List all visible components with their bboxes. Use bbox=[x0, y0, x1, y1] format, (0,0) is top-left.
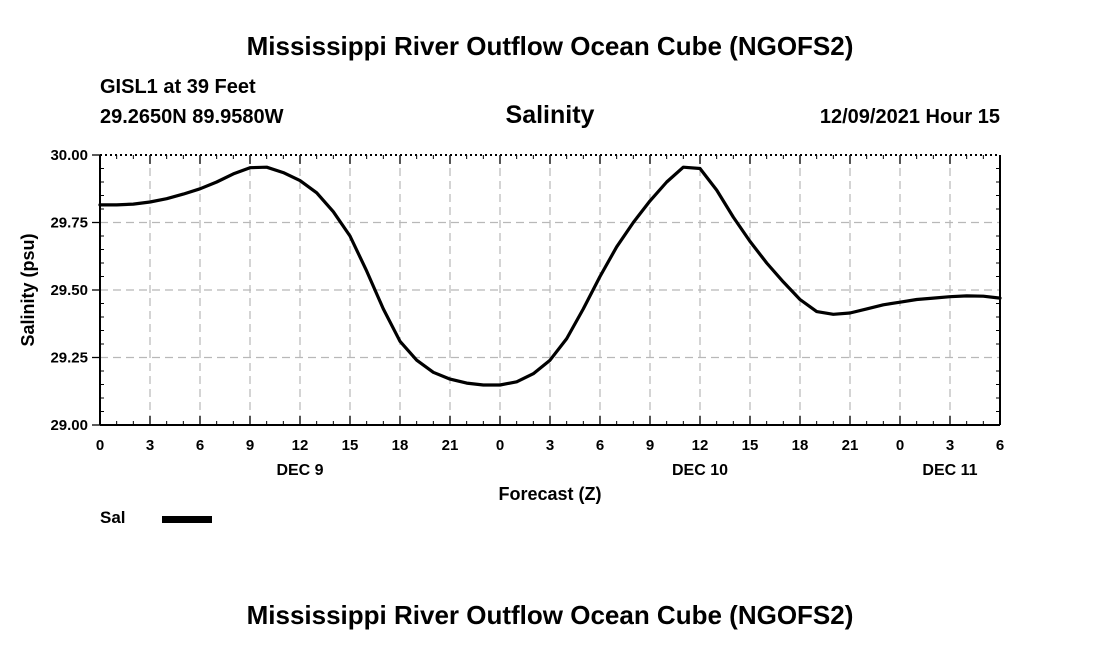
x-day-label: DEC 11 bbox=[922, 462, 977, 479]
series-line-sal bbox=[98, 165, 1002, 387]
x-tick-label: 3 bbox=[546, 437, 554, 454]
x-tick-label: 9 bbox=[646, 437, 654, 454]
x-tick-label: 3 bbox=[946, 437, 954, 454]
footer-title: Mississippi River Outflow Ocean Cube (NG… bbox=[246, 600, 854, 630]
variable-title: Salinity bbox=[505, 101, 595, 129]
x-tick-label: 18 bbox=[392, 437, 409, 454]
legend-label: Sal bbox=[100, 508, 126, 527]
salinity-chart: 0 3 6 9 12 15 18 21 0 3 6 9 12 15 18 21 0 3 6 29.00 29.25 29.… bbox=[18, 147, 1004, 504]
x-tick-label: 6 bbox=[996, 437, 1004, 454]
x-tick-label: 6 bbox=[196, 437, 204, 454]
x-tick-label: 12 bbox=[292, 437, 309, 454]
x-tick-label: 0 bbox=[96, 437, 104, 454]
forecast-datetime: 12/09/2021 Hour 15 bbox=[819, 106, 1000, 128]
station-name: GISL1 at 39 Feet bbox=[100, 76, 256, 98]
y-axis-label: Salinity (psu) bbox=[18, 233, 38, 346]
x-tick-label: 0 bbox=[496, 437, 504, 454]
legend-line-swatch bbox=[162, 516, 212, 523]
x-tick-label: 15 bbox=[742, 437, 759, 454]
x-tick-label: 21 bbox=[842, 437, 859, 454]
y-tick-label: 29.75 bbox=[50, 215, 88, 232]
x-day-label: DEC 10 bbox=[672, 462, 728, 479]
x-tick-label: 6 bbox=[596, 437, 604, 454]
x-axis-label: Forecast (Z) bbox=[498, 484, 601, 504]
x-tick-label: 0 bbox=[896, 437, 904, 454]
x-tick-label: 12 bbox=[692, 437, 709, 454]
chart-main-title: Mississippi River Outflow Ocean Cube (NG… bbox=[246, 31, 854, 61]
y-tick-label: 29.50 bbox=[50, 282, 88, 299]
x-tick-label: 3 bbox=[146, 437, 154, 454]
y-tick-label: 29.00 bbox=[50, 417, 88, 434]
x-tick-label: 9 bbox=[246, 437, 254, 454]
x-tick-label: 15 bbox=[342, 437, 359, 454]
x-tick-label: 21 bbox=[442, 437, 459, 454]
x-day-label: DEC 9 bbox=[276, 462, 323, 479]
station-coordinates: 29.2650N 89.9580W bbox=[100, 106, 284, 128]
x-tick-label: 18 bbox=[792, 437, 809, 454]
y-tick-label: 29.25 bbox=[50, 350, 88, 367]
y-tick-label: 30.00 bbox=[50, 147, 88, 164]
